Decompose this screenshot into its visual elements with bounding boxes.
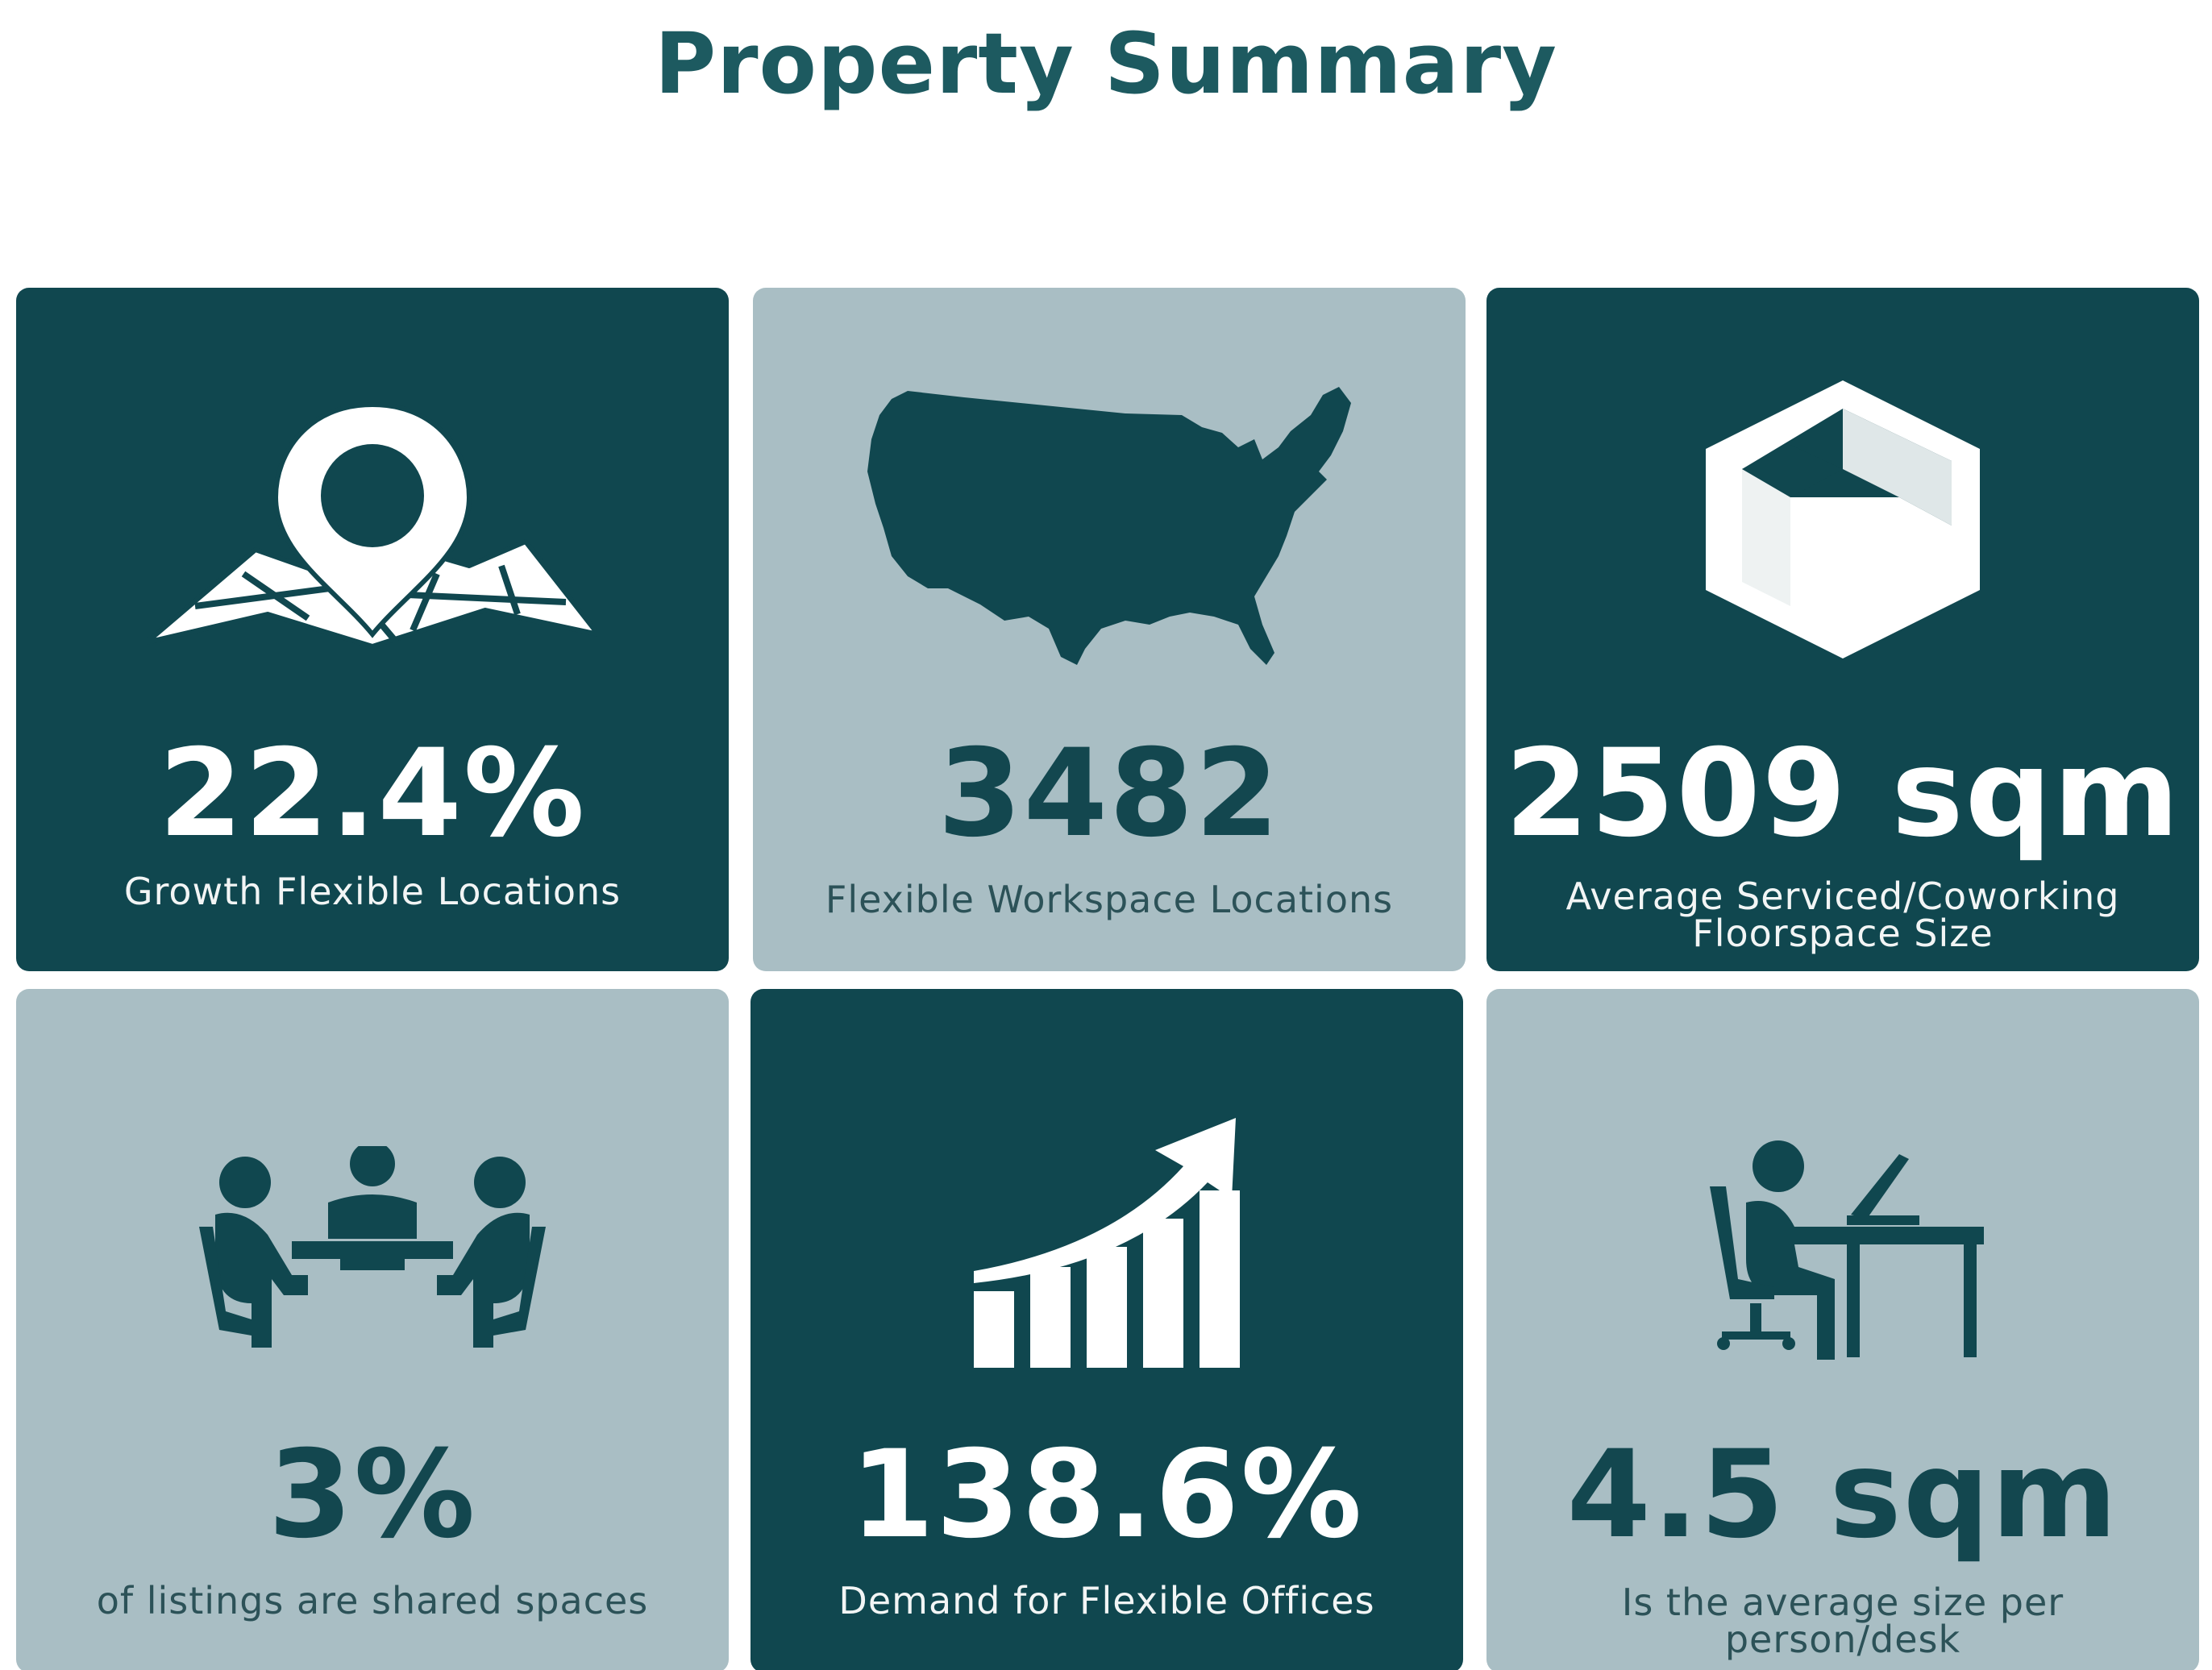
stat-label-line-1: Average Serviced/Coworking <box>1565 874 2120 918</box>
stat-card-demand-flexible-offices: 138.6% Demand for Flexible Offices <box>750 989 1463 1670</box>
stat-value: 22.4% <box>158 724 587 864</box>
floorspace-cube-icon <box>1706 380 1980 658</box>
stat-label: Flexible Workspace Locations <box>825 878 1394 921</box>
stat-label-line-2: Floorspace Size <box>1692 912 1994 955</box>
stat-label-line-2: person/desk <box>1724 1618 1961 1661</box>
stat-card-shared-spaces: 3% of listings are shared spaces <box>16 989 729 1670</box>
page-title: Property Summary <box>655 15 1557 113</box>
desk-worker-icon <box>1710 1140 1984 1360</box>
stat-label: Demand for Flexible Offices <box>838 1579 1375 1622</box>
stat-card-workspace-locations: 3482 Flexible Workspace Locations <box>753 288 1466 971</box>
stat-card-growth-locations: 22.4% Growth Flexible Locations <box>16 288 729 971</box>
stat-label: Growth Flexible Locations <box>123 870 622 913</box>
stat-card-floorspace-size: 2509 sqm Average Serviced/Coworking Floo… <box>1486 288 2199 971</box>
stat-value: 2509 sqm <box>1504 724 2181 864</box>
meeting-table-icon <box>199 1146 546 1348</box>
stat-label-line-1: Is the average size per <box>1621 1581 2064 1624</box>
stat-value: 3% <box>268 1425 477 1565</box>
stat-card-size-per-desk: 4.5 sqm Is the average size per person/d… <box>1486 989 2199 1670</box>
stat-value: 138.6% <box>850 1425 1364 1565</box>
stat-value: 3482 <box>938 724 1281 864</box>
map-pin-icon <box>147 401 598 649</box>
stat-label: of listings are shared spaces <box>96 1579 649 1622</box>
stat-value: 4.5 sqm <box>1566 1425 2119 1565</box>
usa-map-icon <box>867 387 1351 665</box>
growth-chart-icon <box>974 1118 1240 1368</box>
